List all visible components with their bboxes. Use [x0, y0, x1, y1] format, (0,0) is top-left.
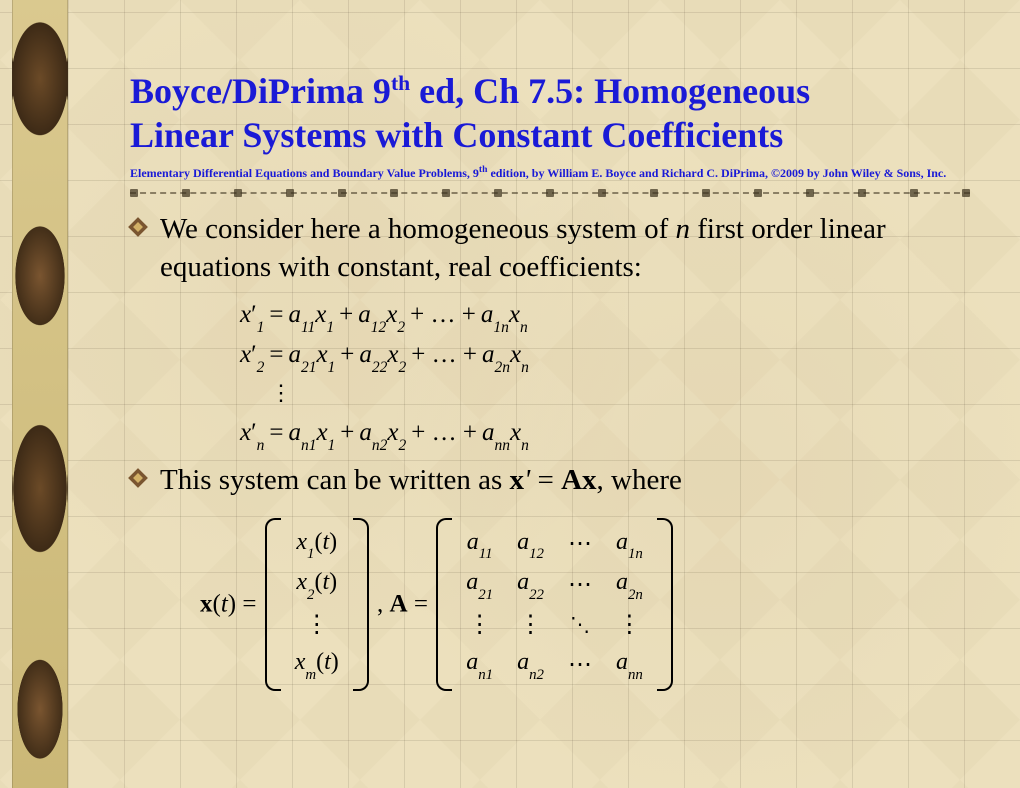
eq2-lhs-sub: 2: [257, 359, 265, 376]
eq1-a12: 12: [371, 319, 387, 336]
b1-pre: We consider here a homogeneous system of: [160, 213, 676, 245]
A-22: 22: [529, 587, 544, 603]
matrix-A-label: A: [390, 590, 408, 617]
vector-x: x1(t) x2(t) ⋮ xm(t): [265, 518, 369, 691]
slide-content: Boyce/DiPrima 9th ed, Ch 7.5: Homogeneou…: [130, 70, 970, 691]
eq1-a1n: 1n: [493, 319, 509, 336]
eqn-x1: 1: [328, 437, 336, 454]
bullet-icon: [130, 470, 146, 486]
eqn-an2: n2: [372, 437, 388, 454]
eqn-xn: n: [521, 437, 529, 454]
b2-pre: This system can be written as: [160, 464, 510, 496]
vx-r1: 1: [307, 546, 314, 562]
eq1-x1: 1: [326, 319, 334, 336]
vec-x-label: x: [200, 590, 213, 617]
b2-post: , where: [597, 464, 682, 496]
matrix-definitions: x(t) = x1(t) x2(t) ⋮ xm(t) , A = a11 a12…: [200, 518, 970, 691]
comma: ,: [377, 590, 390, 617]
bullet-icon: [130, 219, 146, 235]
A-1n: 1n: [628, 546, 643, 562]
A-rn-dots: ⋯: [568, 652, 592, 678]
eq1-x2: 2: [397, 319, 405, 336]
vx-r2: 2: [307, 587, 314, 603]
eq-sign-1: =: [236, 590, 263, 617]
left-accent-strip: [12, 0, 68, 788]
A-n2: n2: [529, 667, 544, 683]
slide-subheading: Elementary Differential Equations and Bo…: [130, 164, 970, 182]
b2-x: x: [510, 464, 525, 496]
divider: [130, 187, 970, 199]
title-line1-pre: Boyce/DiPrima 9: [130, 71, 391, 111]
b2-Ax: Ax: [561, 464, 596, 496]
A-ddots: ⋱: [570, 614, 590, 636]
bullet1-text: We consider here a homogeneous system of…: [160, 211, 970, 285]
eq2-a22: 22: [372, 359, 388, 376]
slide-title: Boyce/DiPrima 9th ed, Ch 7.5: Homogeneou…: [130, 70, 970, 158]
vx-vdots: ⋮: [305, 612, 329, 638]
eq2-x2: 2: [399, 359, 407, 376]
eq-row-1: x′1=a11x1+a12x2+ … +a1nxn: [240, 296, 970, 336]
eq2-a2n: 2n: [494, 359, 510, 376]
A-c1-vdots: ⋮: [468, 612, 492, 638]
t-var: t: [221, 590, 228, 617]
eqn-an1: n1: [301, 437, 317, 454]
title-line2: Linear Systems with Constant Coefficient…: [130, 115, 783, 155]
bullet-row-2: This system can be written as x' = Ax, w…: [130, 462, 970, 499]
eq2-xn: n: [521, 359, 529, 376]
A-12: 12: [529, 546, 544, 562]
sub-pre: Elementary Differential Equations and Bo…: [130, 166, 479, 180]
eqn-lhs-sub: n: [257, 437, 265, 454]
equation-system: x′1=a11x1+a12x2+ … +a1nxn x′2=a21x1+a22x…: [240, 296, 970, 455]
bullet2-text: This system can be written as x' = Ax, w…: [160, 462, 682, 499]
eq-vdots: ⋮: [240, 376, 970, 415]
matrix-A: a11 a12 ⋯ a1n a21 a22 ⋯ a2n ⋮ ⋮ ⋱ ⋮: [436, 518, 673, 691]
A-c4-vdots: ⋮: [617, 612, 641, 638]
eq1-xn: n: [520, 319, 528, 336]
divider-beads: [130, 187, 970, 199]
title-line1-post: ed, Ch 7.5: Homogeneous: [410, 71, 810, 111]
eqn-ann: nn: [494, 437, 510, 454]
vx-rn: m: [305, 667, 316, 683]
A-nn: nn: [628, 667, 643, 683]
A-r1-dots: ⋯: [568, 531, 592, 557]
A-2n: 2n: [628, 587, 643, 603]
bullet-row-1: We consider here a homogeneous system of…: [130, 211, 970, 285]
b2-mid: =: [530, 464, 561, 496]
b1-em: n: [676, 213, 691, 245]
A-n1: n1: [478, 667, 493, 683]
eq2-a21: 21: [301, 359, 317, 376]
A-r2-dots: ⋯: [568, 572, 592, 598]
eq-row-n: x′n=an1x1+an2x2+ … +annxn: [240, 414, 970, 454]
eq-sign-2: =: [408, 590, 435, 617]
title-sup: th: [391, 71, 410, 95]
eq-row-2: x′2=a21x1+a22x2+ … +a2nxn: [240, 336, 970, 376]
eq1-a11: 11: [301, 319, 315, 336]
eq2-x1: 1: [328, 359, 336, 376]
eqn-x2: 2: [399, 437, 407, 454]
sub-post: edition, by William E. Boyce and Richard…: [487, 166, 946, 180]
A-c2-vdots: ⋮: [519, 612, 543, 638]
A-21: 21: [478, 587, 493, 603]
A-11: 11: [479, 546, 493, 562]
eq1-lhs-sub: 1: [257, 319, 265, 336]
